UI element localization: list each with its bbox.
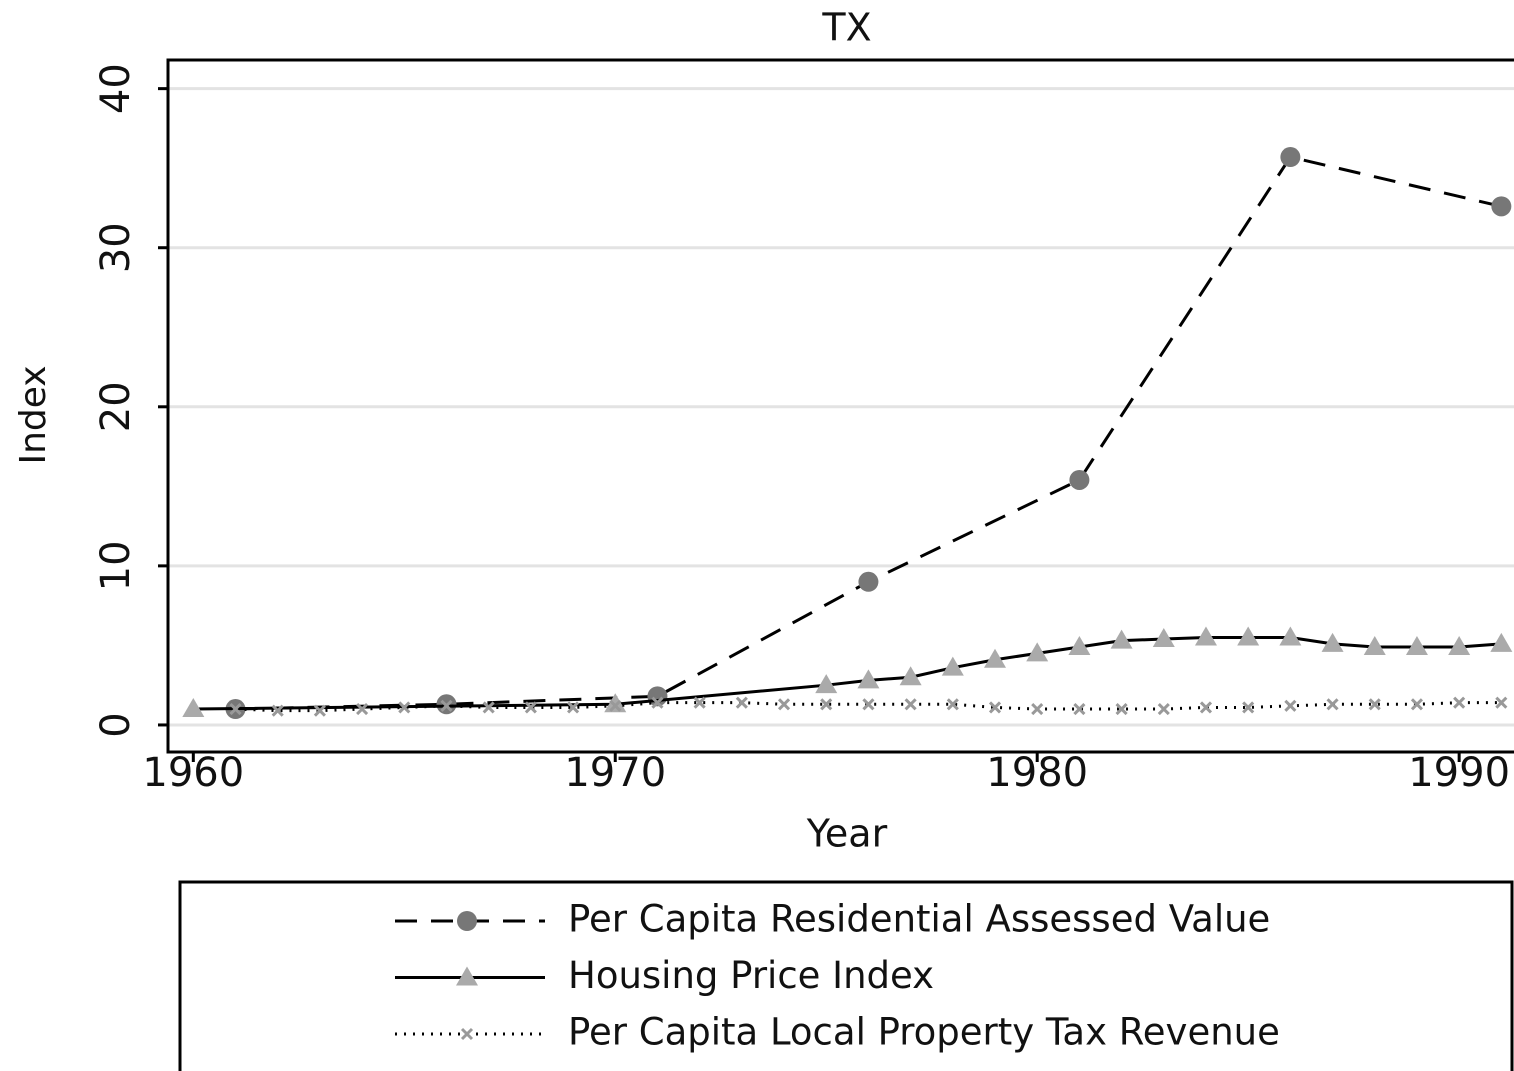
y-tick-label: 20	[93, 381, 139, 432]
data-point	[1237, 626, 1260, 646]
x-tick-label: 1990	[1408, 750, 1510, 796]
y-tick-label: 30	[93, 222, 139, 273]
data-point	[1279, 626, 1302, 646]
data-point	[398, 701, 411, 714]
x-tick-label: 1980	[986, 750, 1088, 796]
data-point	[1152, 628, 1175, 648]
data-point	[1073, 702, 1086, 716]
data-point	[1194, 626, 1217, 646]
data-point	[1110, 629, 1133, 649]
data-point	[1363, 636, 1386, 656]
data-point	[946, 698, 959, 711]
data-point	[735, 696, 748, 709]
y-tick-label: 0	[93, 712, 139, 737]
y-tick-label: 10	[93, 540, 139, 591]
data-point	[1280, 147, 1301, 168]
data-point	[356, 702, 369, 716]
data-point	[777, 698, 791, 711]
data-point	[482, 701, 495, 714]
data-point	[440, 699, 453, 712]
data-point	[609, 699, 622, 712]
data-point	[1410, 698, 1424, 711]
data-point	[857, 669, 880, 689]
data-point	[1490, 632, 1513, 652]
data-point	[899, 666, 922, 686]
data-point	[988, 701, 1002, 714]
data-point	[984, 648, 1007, 668]
legend-marker	[457, 911, 477, 931]
plot-frame	[166, 58, 1514, 754]
legend-marker	[456, 966, 478, 986]
data-point	[229, 702, 242, 716]
data-point	[604, 693, 627, 713]
data-point	[858, 571, 879, 592]
data-point	[904, 698, 917, 711]
legend-marker	[460, 1027, 474, 1041]
data-point	[651, 696, 664, 709]
legend-label: Housing Price Index	[568, 954, 934, 997]
data-point	[1031, 702, 1044, 716]
data-point	[693, 696, 706, 709]
data-point	[1405, 636, 1428, 656]
y-axis-label: Index	[13, 365, 54, 464]
data-point	[1026, 642, 1049, 662]
legend-label: Per Capita Residential Assessed Value	[568, 898, 1270, 941]
y-tick-label: 40	[93, 63, 139, 114]
data-point	[1368, 698, 1381, 711]
data-point	[1069, 469, 1090, 490]
data-point	[862, 698, 875, 711]
data-point	[567, 701, 580, 714]
data-point	[941, 656, 964, 676]
legend-box	[178, 880, 1514, 1071]
data-point	[1448, 636, 1471, 656]
x-tick-label: 1960	[142, 750, 244, 796]
data-point	[1495, 696, 1508, 709]
data-point	[1115, 702, 1128, 716]
data-point	[524, 701, 537, 714]
x-tick-label: 1970	[564, 750, 666, 796]
data-point	[1157, 702, 1170, 716]
data-point	[1321, 632, 1344, 652]
data-point	[271, 704, 284, 717]
data-point	[1491, 196, 1512, 217]
data-point	[820, 698, 833, 711]
data-point	[313, 704, 326, 717]
data-point	[1068, 636, 1091, 656]
data-point	[1453, 696, 1466, 709]
data-point	[815, 674, 838, 694]
chart-title: TX	[821, 6, 871, 50]
legend-label: Per Capita Local Property Tax Revenue	[568, 1011, 1280, 1054]
data-point	[1199, 701, 1213, 714]
data-point	[182, 698, 205, 718]
x-axis-label: Year	[806, 812, 888, 856]
data-point	[1326, 698, 1339, 711]
data-point	[1242, 701, 1255, 714]
data-point	[1284, 699, 1297, 712]
